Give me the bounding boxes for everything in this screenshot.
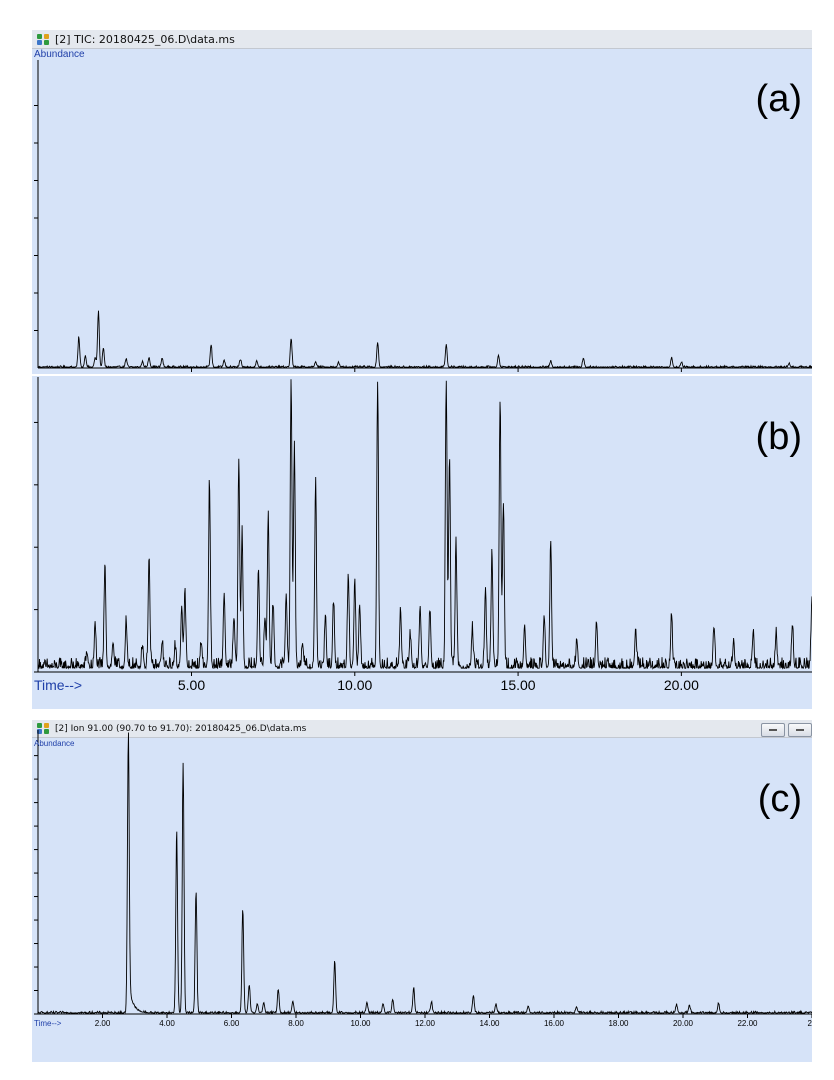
x-tick-label: 12.00	[415, 1019, 436, 1028]
y-tick-label: 2000	[32, 986, 33, 995]
window-titlebar-a[interactable]: [2] TIC: 20180425_06.D\data.ms	[32, 30, 812, 49]
y-tick-label: 12000	[32, 869, 33, 878]
y-axis-label: Abundance	[34, 49, 85, 60]
chromatogram-window-icon	[37, 723, 50, 734]
x-tick-label: 16.00	[544, 1019, 565, 1028]
chart-a: 5000001000000150000020000002500000300000…	[32, 49, 812, 372]
x-tick-label: 22.00	[737, 1019, 758, 1028]
x-axis-label: Time-->	[34, 1019, 62, 1028]
y-tick-label: 22000	[32, 751, 33, 760]
window-titlebar-c[interactable]: [2] Ion 91.00 (90.70 to 91.70): 20180425…	[32, 720, 812, 738]
y-tick-label: 16000	[32, 822, 33, 831]
window-controls	[761, 723, 812, 737]
plot-area-c[interactable]	[32, 738, 812, 1062]
x-tick-label: 24	[808, 1019, 812, 1028]
x-tick-label: 5.00	[178, 677, 205, 693]
panel-label-b: (b)	[755, 416, 802, 458]
panel-label-c: (c)	[757, 778, 802, 820]
y-tick-label: 10000	[32, 892, 33, 901]
y-tick-label: 18000	[32, 798, 33, 807]
x-tick-label: 10.00	[337, 677, 372, 693]
window-title-a: [2] TIC: 20180425_06.D\data.ms	[55, 32, 235, 46]
chromatogram-trace	[37, 310, 812, 369]
y-axis-label: Abundance	[34, 739, 75, 748]
x-tick-label: 6.00	[224, 1019, 240, 1028]
y-tick-label: 0	[32, 1010, 33, 1019]
y-tick-label: 6000	[32, 939, 33, 948]
window-title-c: [2] Ion 91.00 (90.70 to 91.70): 20180425…	[55, 723, 307, 734]
x-tick-label: 20.00	[664, 677, 699, 693]
x-tick-label: 20.00	[673, 1019, 694, 1028]
y-tick-label: 8000	[32, 916, 33, 925]
x-axis-label: Time-->	[34, 677, 82, 693]
chromatogram-trace	[37, 732, 812, 1015]
restore-button[interactable]	[788, 723, 812, 737]
x-tick-label: 10.00	[350, 1019, 371, 1028]
chart-c: 0 2000 4000 6000 8000 10000 12000 14000 16000 180…	[32, 730, 812, 1028]
x-tick-label: 18.00	[608, 1019, 629, 1028]
panel-c: [2] Ion 91.00 (90.70 to 91.70): 20180425…	[32, 720, 812, 1062]
x-tick-label: 8.00	[288, 1019, 304, 1028]
y-tick-label: 20000	[32, 775, 33, 784]
panel-label-a: (a)	[755, 78, 802, 120]
x-tick-label: 14.00	[479, 1019, 500, 1028]
x-tick-label: 15.00	[501, 677, 536, 693]
minimize-button[interactable]	[761, 723, 785, 737]
x-tick-label: 4.00	[159, 1019, 175, 1028]
panel-a: [2] TIC: 20180425_06.D\data.ms 500000100…	[32, 30, 812, 374]
chromatogram-trace	[37, 379, 812, 670]
chromatogram-window-icon	[37, 33, 50, 45]
y-tick-label: 14000	[32, 845, 33, 854]
chart-b: 050001000015000200005.0010.0015.0020.00T…	[32, 377, 812, 693]
panel-b: 050001000015000200005.0010.0015.0020.00T…	[32, 376, 812, 709]
plot-area-a[interactable]	[32, 49, 812, 374]
x-tick-label: 2.00	[95, 1019, 111, 1028]
y-tick-label: 4000	[32, 963, 33, 972]
